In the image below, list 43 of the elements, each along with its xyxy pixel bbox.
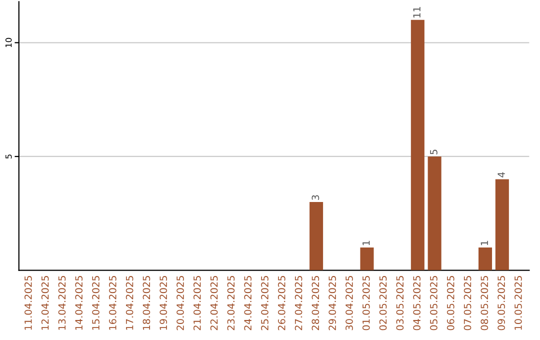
x-tick-label: 11.04.2025 — [24, 276, 32, 330]
bar — [478, 248, 492, 270]
data-label: 11 — [413, 7, 420, 18]
x-tick-label: 13.04.2025 — [58, 276, 66, 330]
x-tick-label: 18.04.2025 — [142, 276, 150, 330]
x-tick-label: 17.04.2025 — [126, 276, 134, 330]
x-tick-label: 26.04.2025 — [278, 276, 286, 330]
x-tick-label: 08.05.2025 — [480, 276, 488, 330]
bar — [410, 20, 424, 270]
x-tick-label: 12.04.2025 — [41, 276, 49, 330]
x-tick-label: 16.04.2025 — [108, 276, 116, 330]
data-label: 5 — [430, 150, 438, 154]
x-tick-label: 19.04.2025 — [160, 276, 168, 330]
bar — [310, 202, 324, 270]
x-tick-label: 29.04.2025 — [328, 276, 336, 330]
x-tick-label: 07.05.2025 — [464, 276, 472, 330]
x-tick-label: 23.04.2025 — [227, 276, 235, 330]
x-tick-label: 20.04.2025 — [176, 276, 184, 330]
data-label: 1 — [362, 240, 370, 246]
data-label: 1 — [480, 240, 488, 246]
x-tick-label: 28.04.2025 — [312, 276, 320, 330]
x-tick-label: 14.04.2025 — [75, 276, 83, 330]
y-tick-label: 10 — [5, 38, 12, 48]
x-tick-label: 09.05.2025 — [498, 276, 505, 330]
x-tick-label: 27.04.2025 — [294, 276, 302, 330]
x-tick-label: 25.04.2025 — [261, 276, 268, 330]
x-tick-label: 22.04.2025 — [210, 276, 218, 330]
bar — [360, 248, 374, 270]
x-tick-label: 30.04.2025 — [346, 276, 353, 330]
x-tick-label: 04.05.2025 — [413, 276, 420, 330]
bar — [495, 179, 509, 270]
x-tick-label: 15.04.2025 — [92, 276, 100, 330]
data-label: 3 — [312, 195, 320, 200]
x-tick-label: 05.05.2025 — [430, 276, 438, 330]
x-tick-label: 24.04.2025 — [244, 276, 252, 330]
x-tick-label: 03.05.2025 — [396, 276, 404, 330]
x-tick-label: 10.05.2025 — [514, 276, 522, 330]
bar — [428, 156, 442, 270]
x-tick-label: 02.05.2025 — [379, 276, 387, 330]
x-tick-label: 06.05.2025 — [446, 276, 454, 330]
data-label: 4 — [498, 172, 505, 178]
x-tick-label: 21.04.2025 — [193, 276, 201, 330]
x-tick-label: 01.05.2025 — [362, 276, 370, 330]
